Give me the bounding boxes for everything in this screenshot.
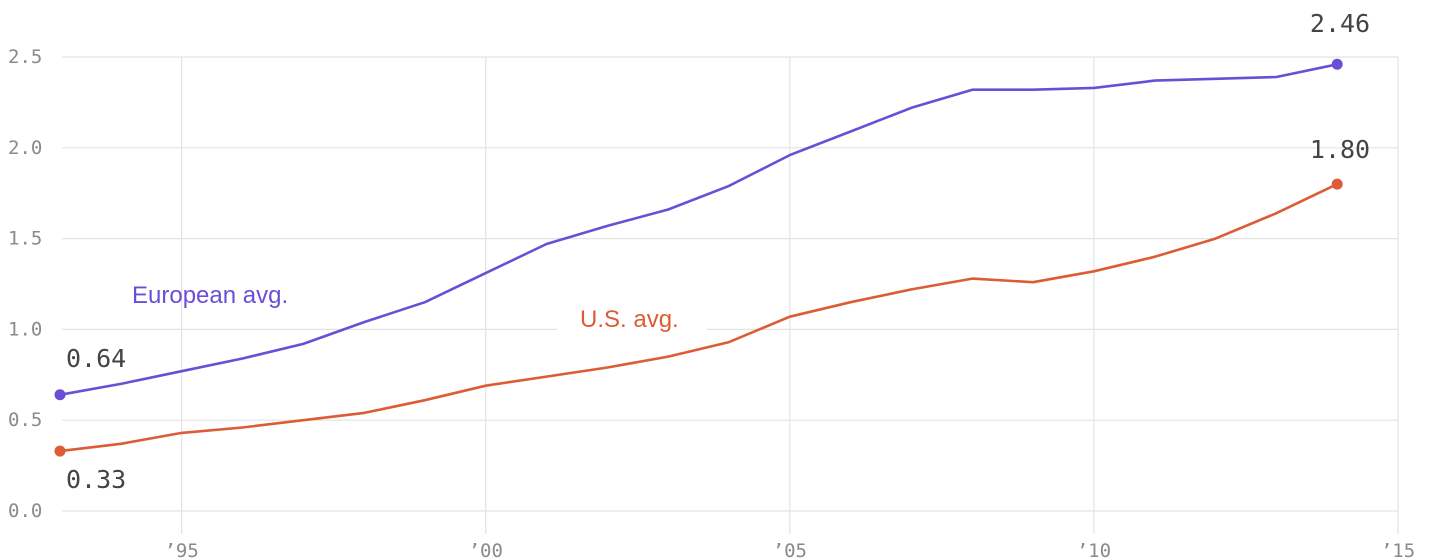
x-tick-label: ’10 — [1077, 540, 1111, 559]
series-end-point — [1331, 58, 1343, 70]
x-axis: ’95 ’00 ’05 ’10 ’15 — [164, 540, 1415, 559]
y-tick-label: 1.5 — [8, 228, 42, 250]
y-axis: 0.0 0.5 1.0 1.5 2.0 2.5 — [8, 46, 42, 522]
y-tick-label: 1.0 — [8, 318, 42, 340]
gridlines — [62, 56, 1399, 534]
series-endpoints — [54, 58, 1343, 457]
x-tick-label: ’05 — [773, 540, 807, 559]
series-start-point — [54, 389, 66, 401]
series-line-1 — [58, 182, 1339, 453]
series-lines — [58, 63, 1339, 453]
data-labels: European avg. U.S. avg. 0.64 0.33 2.46 1… — [66, 9, 1370, 494]
y-tick-label: 2.5 — [8, 46, 42, 68]
eu-end-label: 2.46 — [1310, 9, 1370, 38]
series-end-point — [1331, 178, 1343, 190]
x-tick-label: ’95 — [164, 540, 198, 559]
series-label-us-background — [557, 299, 707, 335]
eu-start-label: 0.64 — [66, 344, 126, 373]
x-tick-label: ’00 — [469, 540, 503, 559]
series-line-0 — [58, 63, 1339, 397]
y-tick-label: 0.5 — [8, 409, 42, 431]
y-tick-label: 0.0 — [8, 500, 42, 522]
series-start-point — [54, 445, 66, 457]
us-start-label: 0.33 — [66, 465, 126, 494]
x-tick-label: ’15 — [1381, 540, 1415, 559]
y-tick-label: 2.0 — [8, 137, 42, 159]
series-label-us: U.S. avg. — [580, 306, 679, 333]
series-label-european: European avg. — [132, 282, 288, 309]
us-end-label: 1.80 — [1310, 135, 1370, 164]
